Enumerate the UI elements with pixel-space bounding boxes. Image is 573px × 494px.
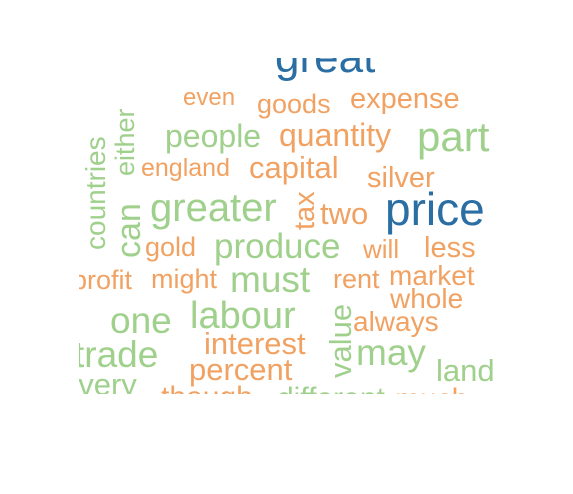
word-less: less (424, 232, 476, 264)
word-though: though (161, 383, 253, 395)
word-goods: goods (257, 89, 331, 119)
word-much: much (395, 385, 468, 395)
word-england: england (141, 154, 230, 182)
word-must: must (230, 259, 311, 300)
word-expense: expense (350, 83, 460, 115)
word-profit: profit (79, 265, 133, 295)
word-either: either (110, 108, 140, 176)
word-great: great (275, 58, 375, 80)
word-people: people (165, 118, 262, 154)
word-cloud: great even goods expense either people q… (79, 58, 513, 394)
word-percent: percent (189, 352, 293, 387)
word-may: may (356, 332, 426, 373)
word-gold: gold (145, 232, 197, 262)
word-part: part (417, 113, 490, 160)
word-land: land (436, 353, 495, 388)
word-one: one (110, 300, 172, 341)
word-rent: rent (333, 264, 380, 294)
word-different: different (277, 384, 385, 395)
word-produce: produce (214, 227, 341, 266)
word-tax: tax (289, 191, 321, 230)
word-every: every (79, 367, 137, 394)
word-countries: countries (80, 136, 111, 250)
word-whole: whole (390, 283, 464, 314)
word-price: price (385, 183, 485, 235)
word-trade: trade (79, 334, 159, 375)
word-interest: interest (204, 326, 306, 361)
word-value: value (323, 303, 358, 378)
word-can: can (110, 203, 148, 258)
word-might: might (151, 264, 218, 294)
word-always: always (353, 306, 439, 337)
word-market: market (389, 260, 475, 291)
word-even: even (183, 84, 236, 111)
word-labour: labour (190, 295, 296, 337)
word-two: two (320, 196, 369, 231)
word-greater: greater (150, 186, 277, 230)
word-silver: silver (367, 162, 435, 194)
word-will: will (363, 234, 400, 264)
word-capital: capital (249, 150, 339, 185)
word-quantity: quantity (279, 117, 392, 153)
